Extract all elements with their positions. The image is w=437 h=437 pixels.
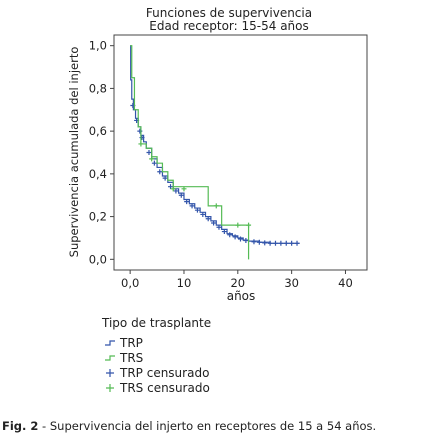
y-tick-label: 0,8 — [89, 81, 107, 95]
legend-label: TRP censurado — [119, 366, 209, 380]
censored-mark — [178, 192, 184, 198]
legend-title: Tipo de trasplante — [101, 316, 211, 330]
censored-mark — [162, 175, 168, 181]
x-tick-label: 0,0 — [121, 276, 139, 290]
y-axis: 0,0 0,2 0,4 0,6 0,8 1,0 — [89, 39, 114, 266]
x-tick-label: 20 — [230, 276, 245, 290]
caption-text: - Supervivencia del injerto en receptore… — [38, 419, 377, 433]
plot-area — [113, 34, 368, 271]
censored-mark — [232, 234, 238, 240]
censored-mark — [243, 238, 249, 244]
censored-mark — [235, 222, 241, 228]
censored-mark — [272, 240, 278, 246]
censored-marks-trp — [130, 103, 300, 246]
censored-mark — [251, 239, 257, 245]
censored-mark — [194, 207, 200, 213]
x-axis: 0,0 10 20 30 40 — [121, 270, 353, 290]
caption-label: Fig. 2 — [2, 419, 39, 433]
legend-item-trs: TRS — [105, 351, 143, 365]
y-tick-label: 1,0 — [89, 39, 107, 53]
x-tick-label: 30 — [284, 276, 299, 290]
figure-caption: Fig. 2 - Supervivencia del injerto en re… — [2, 419, 435, 433]
legend-item-trp-censurado: TRP censurado — [106, 366, 209, 380]
censored-mark — [170, 186, 176, 192]
censored-mark — [278, 240, 284, 246]
censored-mark — [211, 220, 217, 226]
y-axis-label: Supervivencia acumulada del injerto — [67, 47, 81, 258]
censored-mark — [267, 240, 273, 246]
legend-item-trp: TRP — [105, 336, 143, 350]
legend-swatch — [106, 369, 114, 377]
y-tick-label: 0,2 — [89, 210, 107, 224]
y-tick-label: 0,0 — [89, 252, 107, 266]
legend-swatch — [106, 384, 114, 392]
censored-mark — [189, 203, 195, 209]
legend-label: TRS — [119, 351, 143, 365]
censored-mark — [200, 211, 206, 217]
censored-mark — [238, 236, 243, 242]
x-tick-label: 10 — [177, 276, 192, 290]
censored-mark — [157, 169, 163, 175]
chart-title: Funciones de supervivencia — [146, 6, 312, 20]
y-tick-label: 0,4 — [89, 167, 107, 181]
censored-mark — [181, 186, 187, 192]
legend-label: TRS censurado — [119, 381, 210, 395]
legend-swatch — [105, 340, 115, 346]
censored-marks-trs — [138, 141, 252, 228]
censored-mark — [173, 188, 179, 194]
censored-mark — [227, 232, 233, 238]
censored-mark — [151, 160, 157, 166]
legend-item-trs-censurado: TRS censurado — [106, 381, 210, 395]
x-tick-label: 40 — [338, 276, 353, 290]
censored-mark — [246, 222, 252, 228]
censored-mark — [213, 203, 219, 209]
x-axis-label: años — [227, 289, 256, 303]
censored-mark — [205, 216, 211, 222]
censored-mark — [168, 184, 174, 190]
legend-swatch — [105, 355, 115, 361]
chart-subtitle: Edad receptor: 15-54 años — [149, 19, 309, 33]
censored-mark — [184, 199, 190, 205]
censored-mark — [146, 150, 152, 155]
censored-mark — [138, 141, 144, 147]
censored-mark — [216, 224, 222, 230]
y-tick-label: 0,6 — [89, 124, 107, 138]
censored-mark — [149, 156, 155, 162]
censored-mark — [221, 229, 227, 235]
legend-label: TRP — [119, 336, 143, 350]
censored-mark — [294, 240, 300, 246]
series-layer — [130, 45, 300, 260]
censored-mark — [289, 240, 295, 246]
censored-mark — [262, 240, 268, 246]
censored-mark — [256, 239, 262, 245]
censored-mark — [283, 240, 289, 246]
